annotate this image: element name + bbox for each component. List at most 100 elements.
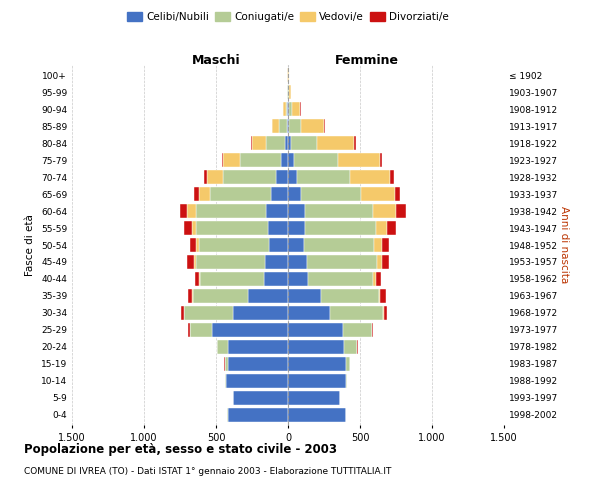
- Bar: [382, 255, 389, 269]
- Bar: [288, 136, 291, 150]
- Bar: [287, 102, 288, 116]
- Bar: [288, 272, 308, 286]
- Bar: [379, 289, 380, 303]
- Bar: [289, 119, 301, 133]
- Bar: [252, 136, 266, 150]
- Bar: [344, 340, 357, 354]
- Bar: [268, 221, 288, 235]
- Bar: [324, 119, 325, 133]
- Bar: [187, 204, 196, 218]
- Bar: [208, 170, 223, 184]
- Bar: [277, 170, 288, 184]
- Bar: [289, 102, 292, 116]
- Y-axis label: Fasce di età: Fasce di età: [25, 214, 35, 276]
- Bar: [382, 238, 389, 252]
- Bar: [281, 153, 288, 167]
- Bar: [346, 374, 347, 388]
- Bar: [227, 357, 288, 371]
- Bar: [294, 153, 338, 167]
- Bar: [373, 272, 376, 286]
- Bar: [196, 221, 268, 235]
- Bar: [227, 340, 288, 354]
- Bar: [224, 357, 227, 371]
- Bar: [390, 170, 394, 184]
- Bar: [288, 187, 301, 201]
- Bar: [190, 238, 196, 252]
- Bar: [288, 102, 289, 116]
- Bar: [308, 272, 373, 286]
- Bar: [384, 306, 386, 320]
- Bar: [317, 136, 354, 150]
- Bar: [288, 323, 343, 337]
- Bar: [383, 306, 384, 320]
- Bar: [187, 255, 194, 269]
- Bar: [287, 119, 288, 133]
- Bar: [190, 323, 212, 337]
- Bar: [266, 136, 285, 150]
- Bar: [305, 221, 376, 235]
- Text: Maschi: Maschi: [191, 54, 241, 66]
- Bar: [200, 272, 263, 286]
- Bar: [377, 255, 382, 269]
- Bar: [288, 374, 346, 388]
- Bar: [285, 136, 288, 150]
- Bar: [223, 170, 277, 184]
- Bar: [196, 255, 265, 269]
- Bar: [223, 153, 241, 167]
- Bar: [283, 102, 286, 116]
- Bar: [301, 187, 361, 201]
- Bar: [194, 187, 199, 201]
- Bar: [222, 153, 223, 167]
- Bar: [288, 306, 330, 320]
- Bar: [265, 255, 288, 269]
- Bar: [376, 272, 381, 286]
- Bar: [269, 238, 288, 252]
- Bar: [296, 170, 350, 184]
- Bar: [380, 289, 386, 303]
- Bar: [395, 187, 400, 201]
- Bar: [338, 153, 380, 167]
- Bar: [212, 323, 288, 337]
- Bar: [374, 238, 382, 252]
- Bar: [304, 238, 374, 252]
- Bar: [188, 323, 190, 337]
- Bar: [321, 289, 379, 303]
- Bar: [241, 153, 281, 167]
- Bar: [280, 119, 287, 133]
- Bar: [188, 289, 192, 303]
- Bar: [361, 187, 395, 201]
- Bar: [388, 221, 396, 235]
- Bar: [227, 408, 288, 422]
- Bar: [288, 357, 346, 371]
- Bar: [307, 255, 377, 269]
- Bar: [194, 272, 199, 286]
- Bar: [184, 306, 233, 320]
- Bar: [226, 374, 288, 388]
- Bar: [354, 136, 356, 150]
- Bar: [286, 102, 287, 116]
- Bar: [233, 391, 288, 405]
- Bar: [376, 221, 388, 235]
- Bar: [288, 340, 344, 354]
- Bar: [291, 136, 317, 150]
- Bar: [196, 204, 266, 218]
- Bar: [193, 289, 248, 303]
- Bar: [288, 255, 307, 269]
- Bar: [192, 289, 193, 303]
- Bar: [289, 85, 292, 99]
- Bar: [196, 238, 199, 252]
- Bar: [194, 255, 196, 269]
- Bar: [288, 119, 289, 133]
- Bar: [205, 170, 208, 184]
- Legend: Celibi/Nubili, Coniugati/e, Vedovi/e, Divorziati/e: Celibi/Nubili, Coniugati/e, Vedovi/e, Di…: [123, 8, 453, 26]
- Bar: [210, 187, 271, 201]
- Bar: [199, 272, 200, 286]
- Bar: [372, 323, 373, 337]
- Bar: [248, 289, 288, 303]
- Bar: [292, 102, 300, 116]
- Bar: [301, 119, 324, 133]
- Bar: [199, 238, 269, 252]
- Bar: [346, 357, 350, 371]
- Bar: [263, 272, 288, 286]
- Bar: [288, 170, 296, 184]
